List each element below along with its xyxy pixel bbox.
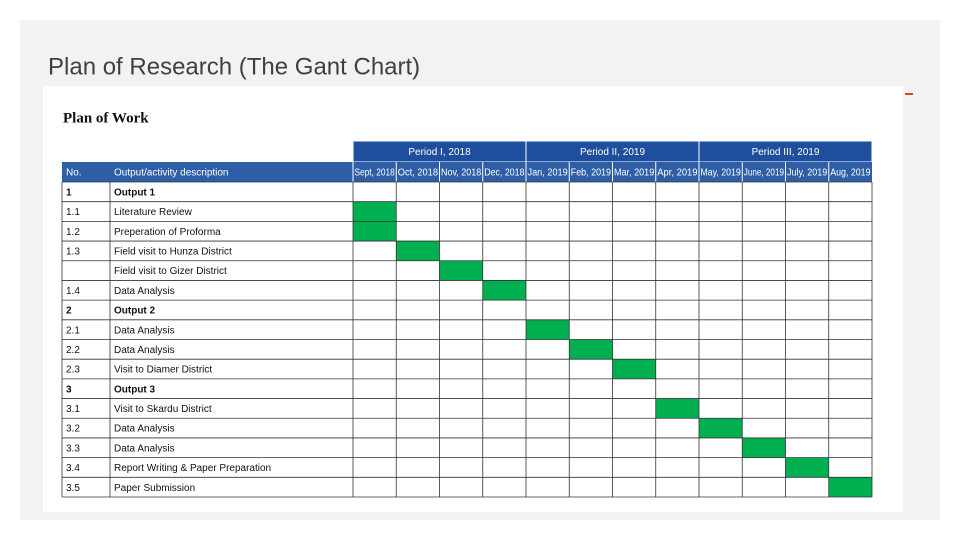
month-header: May, 2019 bbox=[701, 168, 742, 179]
gantt-bar bbox=[482, 280, 526, 301]
header-row bbox=[62, 162, 872, 182]
gantt-bar bbox=[526, 319, 570, 340]
row-no: 1.2 bbox=[66, 227, 80, 238]
row-no: 1.4 bbox=[66, 286, 80, 297]
row-description: Field visit to Hunza District bbox=[114, 247, 232, 258]
gantt-bar bbox=[353, 201, 397, 222]
row-description: Preperation of Proforma bbox=[114, 227, 221, 238]
row-no: 3.5 bbox=[66, 483, 80, 494]
row-description: Data Analysis bbox=[114, 325, 175, 336]
gantt-bar bbox=[699, 418, 743, 438]
row-description: Data Analysis bbox=[114, 443, 175, 454]
row-description: Data Analysis bbox=[114, 424, 175, 435]
row-description: Literature Review bbox=[114, 207, 193, 218]
row-description: Data Analysis bbox=[114, 345, 175, 356]
row-description: Output 3 bbox=[114, 384, 156, 395]
row-no: 2.3 bbox=[66, 365, 80, 376]
gantt-bar bbox=[655, 398, 699, 419]
month-header: July, 2019 bbox=[787, 168, 828, 179]
row-no: 2.1 bbox=[66, 325, 80, 336]
row-no: 3.1 bbox=[66, 404, 80, 415]
gantt-bar bbox=[828, 477, 872, 497]
month-header: Jan, 2019 bbox=[528, 168, 569, 179]
month-header: Feb, 2019 bbox=[571, 168, 612, 179]
row-description: Visit to Diamer District bbox=[114, 365, 212, 376]
period-header: Period II, 2019 bbox=[580, 147, 645, 158]
row-description: Output 2 bbox=[114, 306, 156, 317]
row-no: 2.2 bbox=[66, 345, 80, 356]
month-header: Sept, 2018 bbox=[355, 168, 396, 179]
desc-header: Output/activity description bbox=[114, 168, 229, 179]
row-description: Field visit to Gizer District bbox=[114, 266, 227, 277]
row-no: 3.4 bbox=[66, 463, 80, 474]
row-no: 1 bbox=[66, 187, 72, 198]
month-header: Aug, 2019 bbox=[830, 168, 871, 179]
gantt-bar bbox=[569, 339, 613, 360]
row-description: Paper Submission bbox=[114, 483, 195, 494]
row-no: 3.3 bbox=[66, 443, 80, 454]
month-header: Apr, 2019 bbox=[657, 168, 698, 179]
accent-dash bbox=[905, 93, 913, 95]
month-header: June, 2019 bbox=[744, 168, 785, 179]
month-header: Nov, 2018 bbox=[441, 168, 482, 179]
table-heading: Plan of Work bbox=[63, 110, 149, 126]
row-description: Data Analysis bbox=[114, 286, 175, 297]
row-no: 3.2 bbox=[66, 424, 80, 435]
no-header: No. bbox=[66, 168, 82, 179]
slide-title: Plan of Research (The Gant Chart) bbox=[48, 53, 420, 80]
gantt-bar bbox=[353, 221, 397, 242]
period-header: Period I, 2018 bbox=[408, 147, 471, 158]
month-header: Mar, 2019 bbox=[614, 168, 655, 179]
gantt-bar bbox=[396, 241, 440, 261]
month-header: Dec, 2018 bbox=[484, 168, 525, 179]
row-description: Output 1 bbox=[114, 187, 156, 198]
period-header: Period III, 2019 bbox=[752, 147, 820, 158]
gantt-bar bbox=[612, 359, 656, 379]
month-header: Oct, 2018 bbox=[398, 168, 439, 179]
row-description: Visit to Skardu District bbox=[114, 404, 212, 415]
row-description: Report Writing & Paper Preparation bbox=[114, 463, 271, 474]
row-no: 1.3 bbox=[66, 247, 80, 258]
row-no: 2 bbox=[66, 306, 72, 317]
gantt-bar bbox=[742, 437, 786, 458]
gantt-bar bbox=[785, 457, 829, 478]
gantt-bar bbox=[439, 260, 483, 281]
row-no: 1.1 bbox=[66, 207, 80, 218]
row-no: 3 bbox=[66, 384, 72, 395]
